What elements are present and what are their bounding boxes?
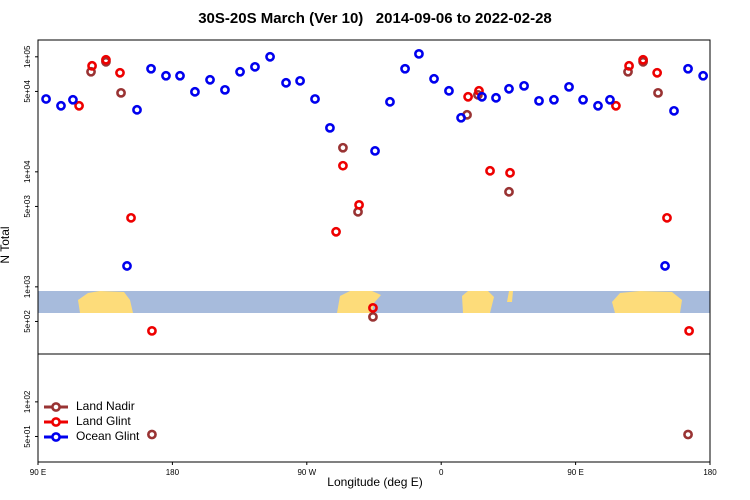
legend-marker [51, 402, 61, 412]
point [662, 212, 672, 223]
point [593, 100, 603, 111]
point [653, 87, 663, 98]
point [368, 303, 378, 313]
point [310, 94, 320, 104]
point [400, 63, 410, 74]
point [295, 75, 305, 86]
point [74, 100, 84, 111]
point [638, 54, 648, 65]
point [698, 70, 709, 81]
point [669, 105, 679, 116]
x-axis-label: Longitude (deg E) [327, 475, 422, 489]
point [660, 261, 670, 271]
point [190, 86, 200, 97]
land [462, 291, 494, 313]
point [101, 54, 111, 65]
x-tick-label: 0 [439, 468, 444, 477]
land [507, 291, 513, 302]
point [504, 186, 514, 197]
x-tick-label: 90 E [30, 468, 46, 477]
legend-marker [51, 432, 61, 442]
point [205, 74, 215, 85]
point [220, 84, 230, 95]
y-tick-label: 1e+02 [23, 390, 32, 413]
point [683, 63, 693, 74]
point [325, 122, 335, 133]
point [331, 226, 341, 237]
point [175, 70, 185, 81]
y-axis-label: N Total [0, 226, 12, 263]
point [115, 67, 125, 78]
point [456, 112, 466, 123]
x-tick-label: 180 [166, 468, 180, 477]
land [612, 291, 682, 313]
point [491, 92, 501, 103]
point [126, 212, 136, 223]
map-background [38, 291, 710, 313]
point [265, 51, 275, 62]
point [41, 94, 51, 104]
y-tick-label: 5e+03 [23, 195, 32, 218]
point [652, 67, 663, 78]
point [147, 325, 157, 336]
point [444, 85, 454, 96]
x-tick-label: 180 [703, 468, 717, 477]
point [87, 60, 97, 71]
point [549, 94, 559, 105]
x-tick-label: 90 W [297, 468, 316, 477]
point [161, 70, 171, 81]
point [578, 94, 588, 105]
point [519, 80, 529, 91]
point [504, 83, 514, 94]
point [235, 66, 245, 77]
point [368, 311, 378, 322]
legend-label: Ocean Glint [76, 429, 140, 443]
point [146, 63, 156, 74]
legend-label: Land Glint [76, 414, 131, 428]
legend-label: Land Nadir [76, 399, 135, 413]
point [56, 100, 66, 111]
point [477, 91, 487, 102]
point [354, 199, 364, 210]
y-tick-label: 5e+02 [23, 310, 32, 333]
point [338, 160, 348, 171]
y-tick-label: 1e+04 [23, 160, 32, 183]
point [683, 429, 693, 440]
plot-frame [37, 39, 711, 463]
point [624, 60, 634, 71]
point [281, 77, 291, 88]
point [414, 48, 424, 59]
point [463, 91, 473, 102]
point [611, 100, 621, 111]
y-tick-label: 1e+05 [23, 45, 32, 68]
point [429, 73, 439, 84]
point [485, 165, 495, 176]
legend-marker [51, 417, 61, 427]
point [132, 104, 142, 115]
point [385, 96, 395, 107]
y-tick-label: 5e+01 [23, 425, 32, 448]
land [78, 291, 133, 313]
chart-title: 30S-20S March (Ver 10) 2014-09-06 to 202… [198, 10, 552, 27]
point [684, 325, 694, 336]
point [338, 142, 348, 153]
y-tick-label: 1e+03 [23, 275, 32, 298]
point [564, 81, 574, 92]
point [370, 146, 380, 156]
y-tick-label: 5e+04 [23, 80, 32, 103]
point [116, 87, 126, 98]
x-tick-label: 90 E [567, 468, 583, 477]
point [68, 94, 78, 105]
point [147, 429, 157, 440]
point [505, 167, 515, 178]
point [122, 261, 132, 271]
point [534, 95, 544, 106]
point [605, 94, 615, 105]
point [250, 61, 260, 72]
